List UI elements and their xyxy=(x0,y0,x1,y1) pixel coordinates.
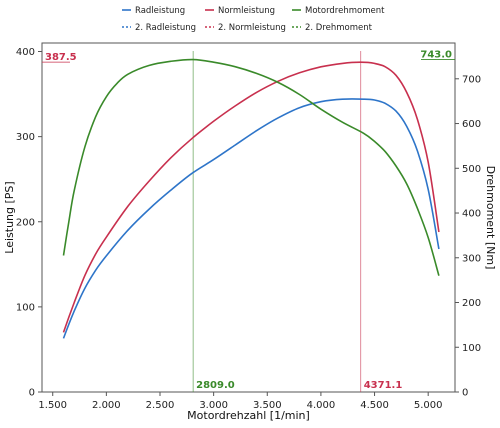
legend-entry-label: Normleistung xyxy=(218,6,275,16)
y-axis-right-label: Drehmoment [Nm] xyxy=(484,166,497,270)
y-left-tick-label: 100 xyxy=(16,302,35,313)
chart-markers: 387.5 743.0 2809.0 4371.1 xyxy=(42,50,455,392)
y-axis-left-label: Leistung [PS] xyxy=(3,181,16,253)
y-right-tick-label: 400 xyxy=(462,209,481,220)
series-line xyxy=(62,58,440,276)
legend-entry-label: Motordrehmoment xyxy=(305,6,385,16)
y-right-tick-label: 100 xyxy=(462,343,481,354)
marker-label-x: 4371.1 xyxy=(364,380,403,391)
legend-entry-label: 2. Normleistung xyxy=(218,23,286,33)
y-right-tick-label: 600 xyxy=(462,119,481,130)
marker-label-x: 2809.0 xyxy=(196,380,235,391)
legend-entry-label: Radleistung xyxy=(135,6,185,16)
chart-axes: 1.500 2.000 2.500 3.000 3.500 4.000 4.500 5.000… xyxy=(16,42,481,411)
x-tick-label: 3.500 xyxy=(253,400,282,411)
plot-frame xyxy=(41,42,456,393)
legend-entry-label: 2. Drehmoment xyxy=(305,23,373,33)
x-tick-label: 4.000 xyxy=(307,400,336,411)
x-tick-label: 1.500 xyxy=(38,400,67,411)
y-left-tick-label: 300 xyxy=(16,132,35,143)
x-axis-label: Motordrehzahl [1/min] xyxy=(187,409,310,422)
series-line xyxy=(62,61,440,333)
x-tick-label: 4.500 xyxy=(360,400,389,411)
y-left-tick-label: 400 xyxy=(16,47,35,58)
y-left-tick-label: 0 xyxy=(29,388,35,399)
y-right-tick-label: 0 xyxy=(462,388,468,399)
marker-label-left: 387.5 xyxy=(45,52,77,63)
y-right-tick-label: 500 xyxy=(462,164,481,175)
y-right-tick-label: 200 xyxy=(462,298,481,309)
x-tick-label: 5.000 xyxy=(414,400,443,411)
series-line xyxy=(62,98,440,339)
chart-series xyxy=(62,58,440,339)
chart-legend: Radleistung Normleistung Motordrehmoment 2.… xyxy=(122,6,385,33)
x-tick-label: 3.000 xyxy=(199,400,228,411)
y-left-tick-label: 200 xyxy=(16,217,35,228)
legend-entry-label: 2. Radleistung xyxy=(135,23,196,33)
x-tick-label: 2.000 xyxy=(92,400,121,411)
y-right-tick-label: 300 xyxy=(462,253,481,264)
x-tick-label: 2.500 xyxy=(146,400,175,411)
y-right-tick-label: 700 xyxy=(462,74,481,85)
marker-label-right: 743.0 xyxy=(420,50,452,61)
